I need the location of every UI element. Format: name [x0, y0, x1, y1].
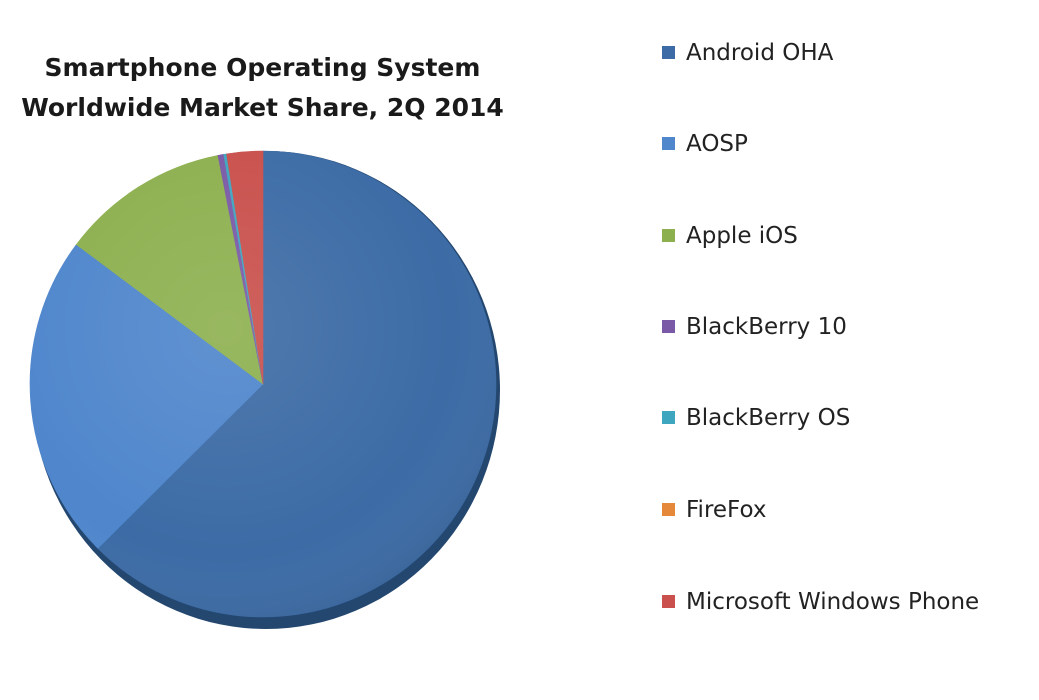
legend-swatch	[662, 137, 675, 150]
legend-swatch	[662, 411, 675, 424]
legend-item-firefox[interactable]: FireFox	[662, 493, 986, 527]
legend-item-microsoft-windows-phone[interactable]: Microsoft Windows Phone	[662, 585, 986, 619]
legend-label: FireFox	[686, 497, 767, 523]
legend-swatch	[662, 320, 675, 333]
legend-item-android-oha[interactable]: Android OHA	[662, 36, 986, 70]
legend-label: AOSP	[686, 131, 748, 157]
chart-title-line-2: Worldwide Market Share, 2Q 2014	[21, 93, 504, 122]
legend-label: Microsoft Windows Phone	[686, 589, 980, 615]
chart-title: Smartphone Operating System Worldwide Ma…	[20, 48, 505, 128]
legend-item-blackberry-os[interactable]: BlackBerry OS	[662, 401, 986, 435]
legend-label: Android OHA	[686, 40, 834, 66]
legend-swatch	[662, 46, 675, 59]
legend-swatch	[662, 595, 675, 608]
chart-title-line-1: Smartphone Operating System	[44, 53, 481, 82]
legend-item-blackberry-10[interactable]: BlackBerry 10	[662, 310, 986, 344]
legend-label: BlackBerry OS	[686, 405, 851, 431]
pie-slices	[29, 150, 497, 618]
legend-swatch	[662, 503, 675, 516]
legend-item-apple-ios[interactable]: Apple iOS	[662, 219, 986, 253]
legend-item-aosp[interactable]: AOSP	[662, 127, 986, 161]
legend-swatch	[662, 229, 675, 242]
legend-label: Apple iOS	[686, 223, 798, 249]
legend-label: BlackBerry 10	[686, 314, 847, 340]
